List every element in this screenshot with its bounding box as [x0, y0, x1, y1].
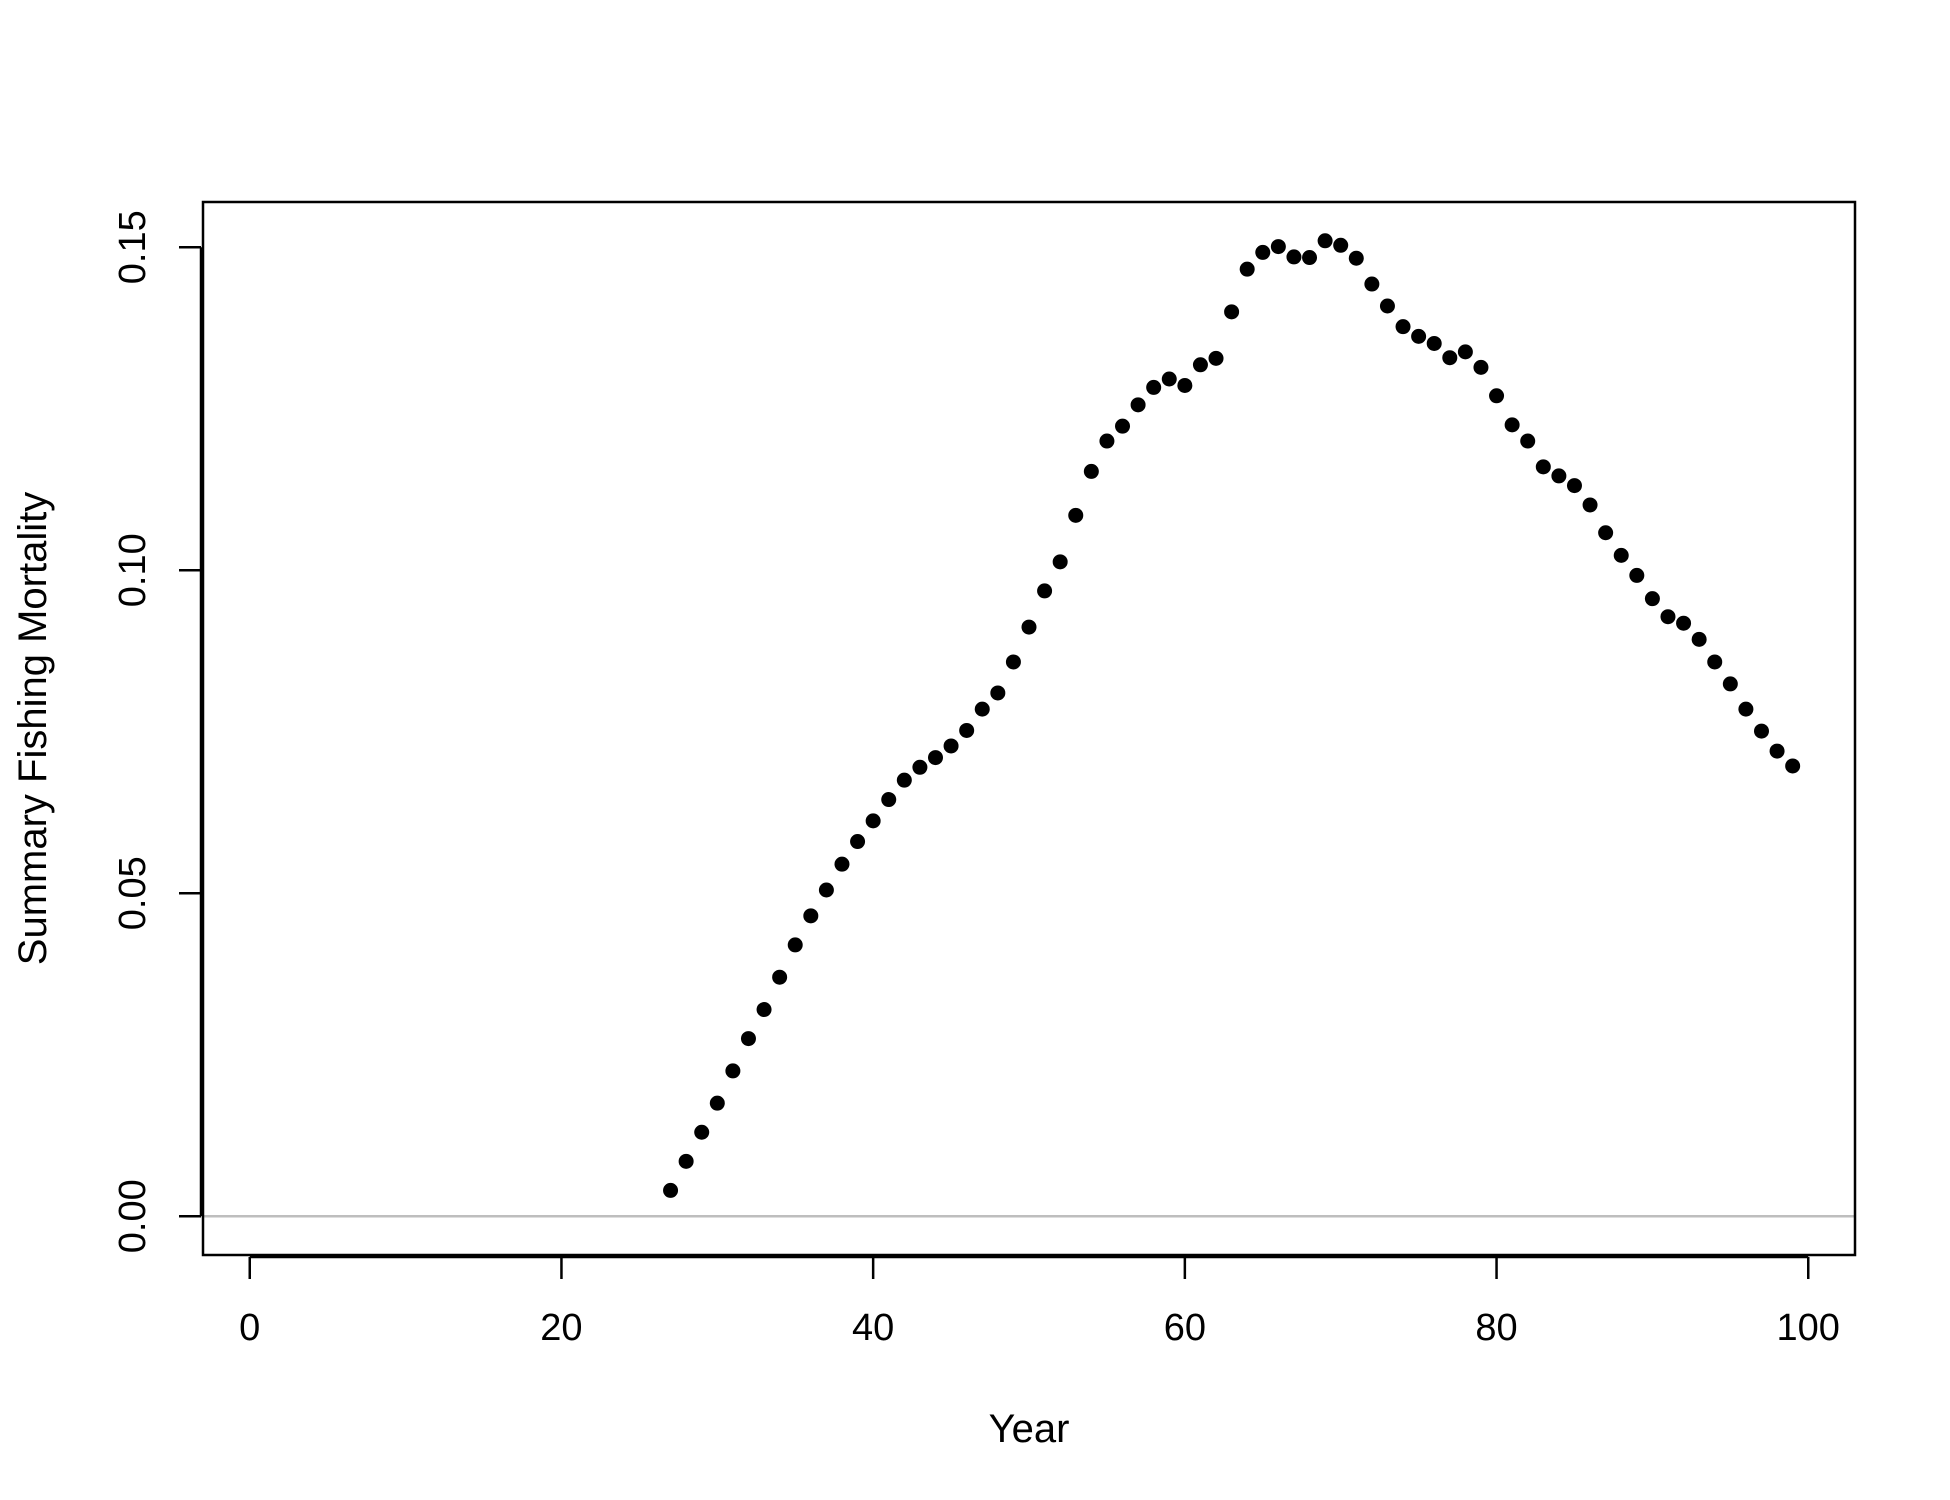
data-point	[1535, 459, 1551, 475]
data-point	[912, 759, 928, 775]
data-point	[1037, 583, 1053, 599]
data-point	[943, 738, 959, 754]
data-point	[974, 701, 990, 717]
data-point	[1598, 525, 1614, 541]
data-point	[663, 1182, 679, 1198]
data-point	[1442, 350, 1458, 366]
y-tick-label: 0.00	[112, 1179, 154, 1253]
data-point	[1364, 276, 1380, 292]
data-point	[1317, 233, 1333, 249]
data-point	[1769, 743, 1785, 759]
data-point	[990, 685, 1006, 701]
data-point	[1208, 350, 1224, 366]
y-tick-label: 0.10	[112, 533, 154, 607]
data-point	[818, 882, 834, 898]
data-point	[803, 908, 819, 924]
y-axis: 0.00 0.05 0.10 0.15	[112, 210, 203, 1253]
data-point	[1068, 507, 1084, 523]
y-tick-label: 0.15	[112, 210, 154, 284]
data-points	[663, 233, 1801, 1198]
data-point	[678, 1153, 694, 1169]
data-point	[1660, 609, 1676, 625]
data-point	[1411, 328, 1427, 344]
data-point	[740, 1031, 756, 1047]
data-point	[1691, 631, 1707, 647]
data-point	[927, 750, 943, 766]
data-point	[865, 813, 881, 829]
data-point	[1130, 397, 1146, 413]
x-tick-label: 60	[1164, 1307, 1206, 1349]
data-point	[1052, 554, 1068, 570]
x-tick-label: 100	[1777, 1307, 1840, 1349]
data-point	[1115, 418, 1131, 434]
data-point	[1738, 701, 1754, 717]
data-point	[896, 772, 912, 788]
data-point	[1021, 619, 1037, 635]
data-point	[1520, 433, 1536, 449]
data-point	[1161, 371, 1177, 387]
data-point	[1676, 615, 1692, 631]
y-tick-label: 0.05	[112, 856, 154, 930]
x-tick-label: 40	[852, 1307, 894, 1349]
data-point	[1582, 497, 1598, 513]
data-point	[834, 856, 850, 872]
data-point	[1255, 244, 1271, 260]
x-tick-label: 0	[239, 1307, 260, 1349]
data-point	[1644, 591, 1660, 607]
data-point	[1722, 676, 1738, 692]
data-point	[772, 969, 788, 985]
data-point	[1613, 547, 1629, 563]
data-point	[1395, 319, 1411, 335]
data-point	[1379, 298, 1395, 314]
data-point	[1286, 249, 1302, 265]
data-point	[1302, 250, 1318, 266]
data-point	[694, 1124, 710, 1140]
data-point	[881, 792, 897, 808]
x-tick-label: 20	[540, 1307, 582, 1349]
data-point	[1753, 723, 1769, 739]
data-point	[1177, 377, 1193, 393]
data-point	[1005, 654, 1021, 670]
data-point	[1629, 567, 1645, 583]
data-point	[1192, 357, 1208, 373]
data-point	[959, 722, 975, 738]
data-point	[725, 1063, 741, 1079]
data-point	[1566, 478, 1582, 494]
data-point	[1083, 463, 1099, 479]
data-point	[1239, 261, 1255, 277]
data-point	[850, 834, 866, 850]
data-point	[1473, 359, 1489, 375]
data-point	[1551, 468, 1567, 484]
data-point	[1224, 304, 1240, 320]
data-point	[709, 1095, 725, 1111]
data-point	[1270, 239, 1286, 255]
data-point	[1707, 654, 1723, 670]
data-point	[787, 937, 803, 953]
x-axis-title: Year	[989, 1407, 1070, 1451]
data-point	[1348, 250, 1364, 266]
data-point	[1146, 379, 1162, 395]
data-point	[1785, 758, 1801, 774]
data-point	[1426, 335, 1442, 351]
y-axis-title: Summary Fishing Mortality	[11, 492, 55, 965]
data-point	[1099, 433, 1115, 449]
plot-frame	[201, 200, 1857, 1257]
data-point	[1333, 237, 1349, 253]
x-tick-label: 80	[1475, 1307, 1517, 1349]
x-axis: 0 20 40 60 80 100	[239, 1255, 1840, 1349]
data-point	[756, 1002, 772, 1018]
data-point	[1504, 417, 1520, 433]
data-point	[1457, 344, 1473, 360]
data-point	[1489, 388, 1505, 404]
